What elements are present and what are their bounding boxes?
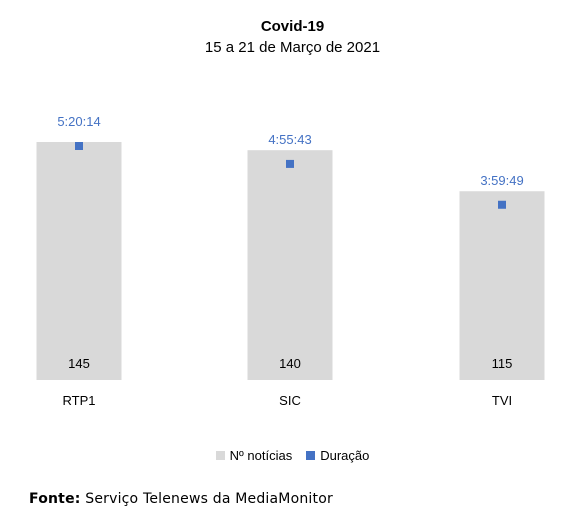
duration-marker-sic xyxy=(286,159,294,168)
duration-marker-tvi xyxy=(498,200,506,209)
chart-title: Covid-19 xyxy=(260,18,325,35)
bar-value-label: 145 xyxy=(68,356,90,371)
bar-value-label: 115 xyxy=(492,356,513,371)
legend-label-news: Nº notícias xyxy=(229,448,293,463)
legend-label-duration: Duração xyxy=(320,448,370,463)
legend-swatch-bars xyxy=(215,451,225,460)
source-note: Fonte: Serviço Telenews da MediaMonitor xyxy=(29,491,333,507)
legend-swatch-markers xyxy=(306,451,316,460)
chart-plot: 145 5:20:14 RTP1 140 4:55:43 SIC 115 3:59:49 TVI xyxy=(36,114,545,408)
bar-tvi xyxy=(459,191,545,380)
legend: Nº notícias Duração xyxy=(0,448,585,463)
source-label: Fonte: xyxy=(29,491,81,507)
duration-label: 4:55:43 xyxy=(268,132,311,147)
bar-sic xyxy=(247,150,333,380)
duration-marker-rtp1 xyxy=(75,142,83,150)
duration-label: 5:20:14 xyxy=(57,114,100,129)
chart-subtitle: 15 a 21 de Março de 2021 xyxy=(204,39,381,56)
duration-label: 3:59:49 xyxy=(480,173,523,188)
bar-value-label: 140 xyxy=(279,356,301,371)
source-text: Serviço Telenews da MediaMonitor xyxy=(80,491,333,507)
category-label: SIC xyxy=(279,393,301,408)
category-label: TVI xyxy=(492,393,512,408)
bar-rtp1 xyxy=(36,142,122,380)
legend-item-duration: Duração xyxy=(306,448,369,463)
legend-item-news: Nº notícias xyxy=(215,448,293,463)
category-label: RTP1 xyxy=(63,393,96,408)
